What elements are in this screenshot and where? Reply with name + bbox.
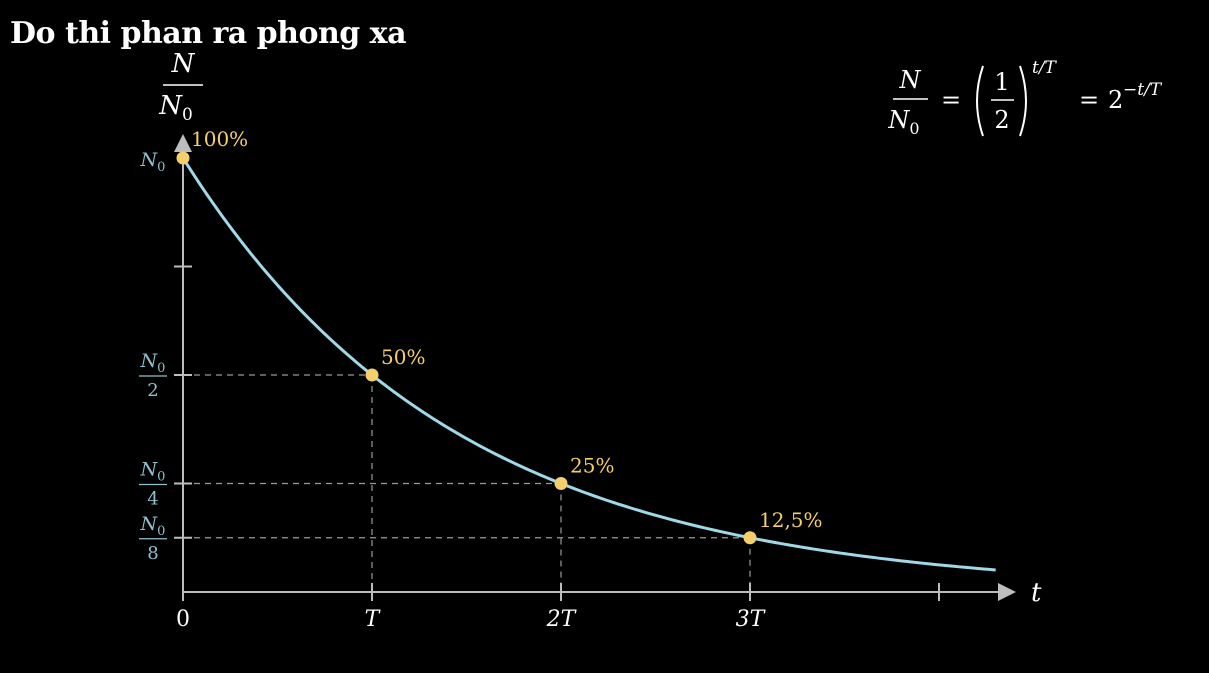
formula-lhs-den-subscript: 0 <box>909 119 919 138</box>
y-tick-label-denominator: 4 <box>147 489 158 510</box>
formula-right-paren <box>1019 65 1027 137</box>
y-tick-label-numerator: N0 <box>140 350 166 376</box>
y-axis-label: N N0 <box>158 49 203 125</box>
data-point-label: 100% <box>191 127 248 151</box>
formula-paren-numerator: 1 <box>994 68 1009 96</box>
data-point <box>365 368 379 382</box>
y-tick-label: N04 <box>139 459 167 510</box>
x-tick-label: 3T <box>736 607 767 632</box>
y-tick-label: N08 <box>139 513 167 564</box>
data-point <box>743 531 757 545</box>
y-tick-label-denominator: 8 <box>147 543 158 564</box>
data-point <box>554 477 568 490</box>
x-ticks: 0 T 2T 3T <box>176 583 940 632</box>
data-point-label: 25% <box>570 454 614 478</box>
formula-rhs-base: 2 <box>1108 86 1123 114</box>
data-point <box>176 151 190 165</box>
y-axis-label-denominator: N0 <box>158 91 193 125</box>
axes: t <box>174 134 1042 608</box>
formula-equals-1: = <box>941 86 961 114</box>
data-point-label: 50% <box>381 345 425 369</box>
y-tick-label: N02 <box>139 350 167 401</box>
formula-exponent: t/T <box>1032 58 1058 78</box>
formula-rhs-exponent: −t/T <box>1123 80 1163 100</box>
x-axis-arrowhead <box>998 583 1016 601</box>
formula-paren-denominator: 2 <box>994 106 1009 134</box>
formula-lhs-denominator: N0 <box>887 106 919 138</box>
formula-left-paren <box>976 65 984 137</box>
chart-title: Do thi phan ra phong xa <box>10 16 407 51</box>
x-axis-label: t <box>1031 578 1042 608</box>
data-points: 100% 50% 25% 12,5% <box>176 127 823 545</box>
y-tick-label-numerator: N0 <box>140 513 166 539</box>
formula-lhs-den-base: N <box>887 106 910 134</box>
decay-curve <box>181 157 996 572</box>
y-axis-arrowhead <box>174 134 192 152</box>
decay-formula: N N0 = 1 2 t/T = 2 −t/T <box>887 58 1162 138</box>
formula-lhs-numerator: N <box>899 66 922 94</box>
data-point-label: 12,5% <box>759 508 823 532</box>
y-tick-label-numerator: N0 <box>140 459 166 485</box>
y-axis-label-den-base: N <box>158 91 183 121</box>
y-tick-label: N0 <box>140 149 166 175</box>
y-tick-label-denominator: 2 <box>147 380 158 401</box>
guide-lines <box>183 374 751 592</box>
x-tick-label: T <box>365 607 382 632</box>
y-axis-label-numerator: N <box>171 49 196 79</box>
formula-equals-2: = <box>1079 86 1099 114</box>
x-tick-label: 0 <box>176 607 190 632</box>
y-axis-label-den-subscript: 0 <box>182 105 193 125</box>
x-tick-label: 2T <box>546 607 578 632</box>
